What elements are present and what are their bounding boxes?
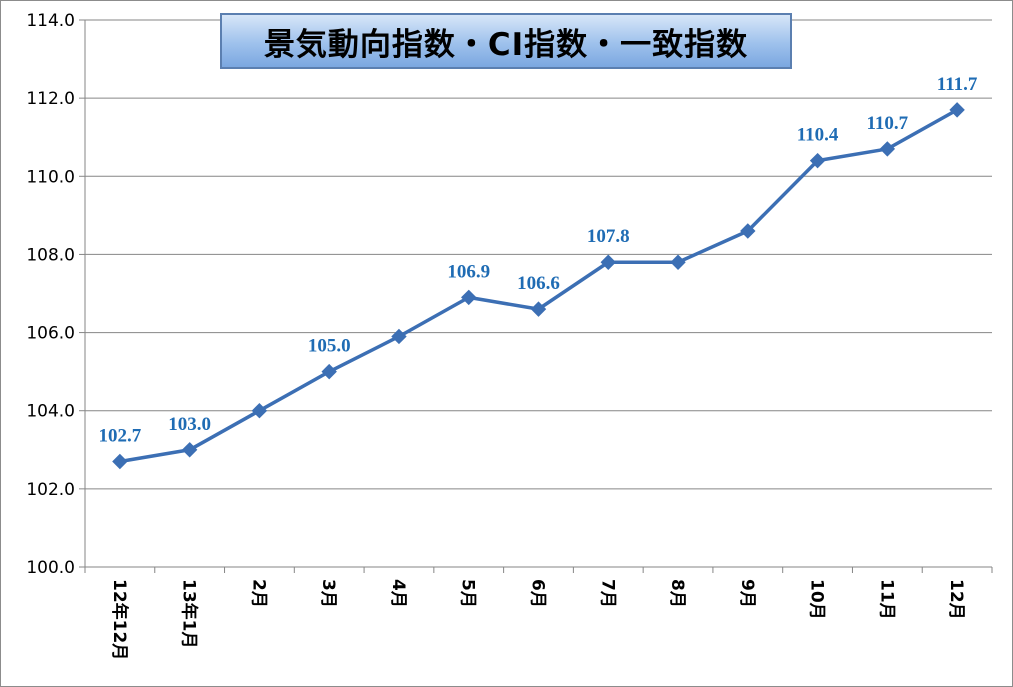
data-point-marker [391, 328, 407, 345]
y-tick-label: 106.0 [26, 324, 75, 344]
data-point-marker [670, 254, 686, 270]
data-point-marker [181, 442, 198, 458]
x-tick-labels: 12年12月 13年1月 2月 3月 4月 5月 6月 7月 8月 9月 10月 11月 12月 [109, 579, 966, 660]
data-point-marker [112, 453, 128, 470]
chart-title: 景気動向指数・CI指数・一致指数 [220, 13, 792, 69]
y-tick-label: 102.0 [26, 480, 75, 500]
data-point-marker [879, 141, 896, 157]
x-tick-label: 11月 [876, 579, 896, 620]
data-label: 103.0 [168, 414, 211, 435]
data-point-marker [321, 363, 337, 380]
x-tick-label: 9月 [737, 579, 757, 608]
data-label: 111.7 [937, 74, 978, 95]
grid-lines [85, 19, 992, 490]
data-markers [112, 102, 965, 470]
x-tick-label: 3月 [318, 579, 338, 608]
y-tick-label: 108.0 [26, 245, 75, 265]
data-label: 106.9 [447, 261, 490, 282]
x-tick-label: 6月 [528, 579, 548, 608]
data-point-marker [461, 289, 477, 306]
x-tick-label: 7月 [597, 579, 617, 608]
data-label: 106.6 [517, 273, 560, 294]
data-labels: 102.7 103.0 105.0 106.9 106.6 107.8 110.4 110.7… [99, 74, 978, 447]
y-tick-label: 104.0 [26, 402, 75, 422]
y-tick-label: 112.0 [26, 89, 75, 109]
data-label: 102.7 [99, 426, 142, 447]
x-tick-label: 12年12月 [109, 579, 130, 660]
data-point-marker [600, 254, 616, 270]
x-tick-label: 10月 [807, 579, 827, 620]
y-tick-labels: 100.0 102.0 104.0 106.0 108.0 110.0 112.0 114.0 [26, 11, 75, 578]
x-tick-label: 4月 [388, 579, 408, 608]
x-tick-label: 2月 [248, 579, 268, 608]
y-tick-label: 100.0 [26, 558, 75, 578]
data-point-marker [949, 102, 965, 118]
axes [79, 19, 993, 573]
data-label: 105.0 [308, 336, 351, 357]
data-point-marker [530, 301, 547, 317]
data-point-marker [809, 152, 826, 169]
y-tick-label: 114.0 [26, 11, 75, 31]
data-label: 110.4 [797, 125, 839, 146]
x-tick-label: 12月 [946, 579, 966, 620]
x-tick-label: 8月 [667, 579, 687, 608]
data-point-marker [251, 403, 268, 419]
y-tick-label: 110.0 [26, 167, 75, 187]
x-tick-label: 13年1月 [179, 579, 200, 649]
data-label: 107.8 [587, 226, 630, 247]
data-point-marker [740, 223, 756, 239]
x-tick-label: 5月 [458, 579, 478, 608]
data-label: 110.7 [866, 113, 908, 134]
